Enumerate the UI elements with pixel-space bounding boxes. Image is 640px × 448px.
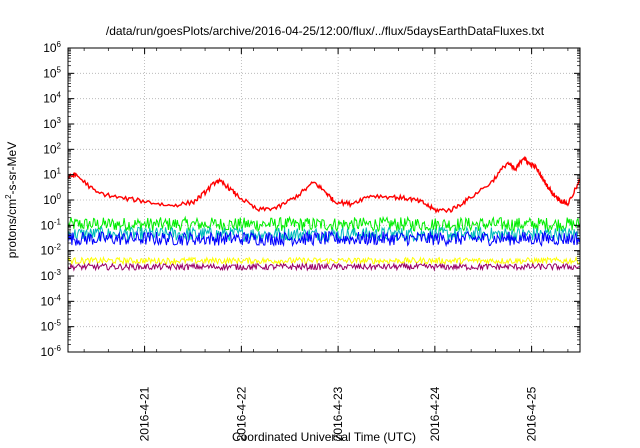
y-tick-label: 10-2 <box>41 243 62 258</box>
y-tick-label: 10-1 <box>41 217 62 232</box>
x-tick-label: 2016-4-24 <box>428 386 442 441</box>
flux-series-line <box>67 230 581 248</box>
flux-series-line <box>67 255 581 266</box>
flux-series-line <box>67 215 581 234</box>
y-tick-label: 106 <box>43 40 61 55</box>
y-tick-label: 103 <box>43 116 61 131</box>
y-axis-label: protons/cm2-s-sr-MeV <box>4 142 19 258</box>
y-axis-ticks: 10-6 10-5 10-4 10-3 10-2 10-1 100 101 102 103 104 1… <box>41 40 580 359</box>
x-tick-label: 2016-4-21 <box>138 386 152 441</box>
series-layer <box>67 155 581 272</box>
x-axis-ticks: 2016-4-21 2016-4-22 2016-4-23 2016-4-24 2016… <box>83 48 569 441</box>
flux-series-line-red <box>67 155 581 214</box>
y-tick-label: 104 <box>43 91 61 106</box>
x-tick-label: 2016-4-23 <box>331 386 345 441</box>
y-tick-label: 100 <box>43 192 61 207</box>
y-tick-label: 101 <box>43 167 61 182</box>
x-tick-label: 2016-4-25 <box>525 386 539 441</box>
grid-lines <box>68 48 580 352</box>
y-tick-label: 10-6 <box>41 344 62 359</box>
x-axis-label: Coordinated Universal Time (UTC) <box>232 430 416 444</box>
y-tick-label: 10-5 <box>41 319 62 334</box>
y-tick-label: 102 <box>43 141 61 156</box>
chart-title: /data/run/goesPlots/archive/2016-04-25/1… <box>106 24 545 38</box>
flux-series-line <box>67 261 581 272</box>
y-tick-label: 10-4 <box>41 293 62 308</box>
y-tick-label: 10-3 <box>41 268 62 283</box>
y-axis-label-superscript: 2 <box>4 194 13 199</box>
y-tick-label: 105 <box>43 65 61 80</box>
x-tick-label: 2016-4-22 <box>234 386 248 441</box>
